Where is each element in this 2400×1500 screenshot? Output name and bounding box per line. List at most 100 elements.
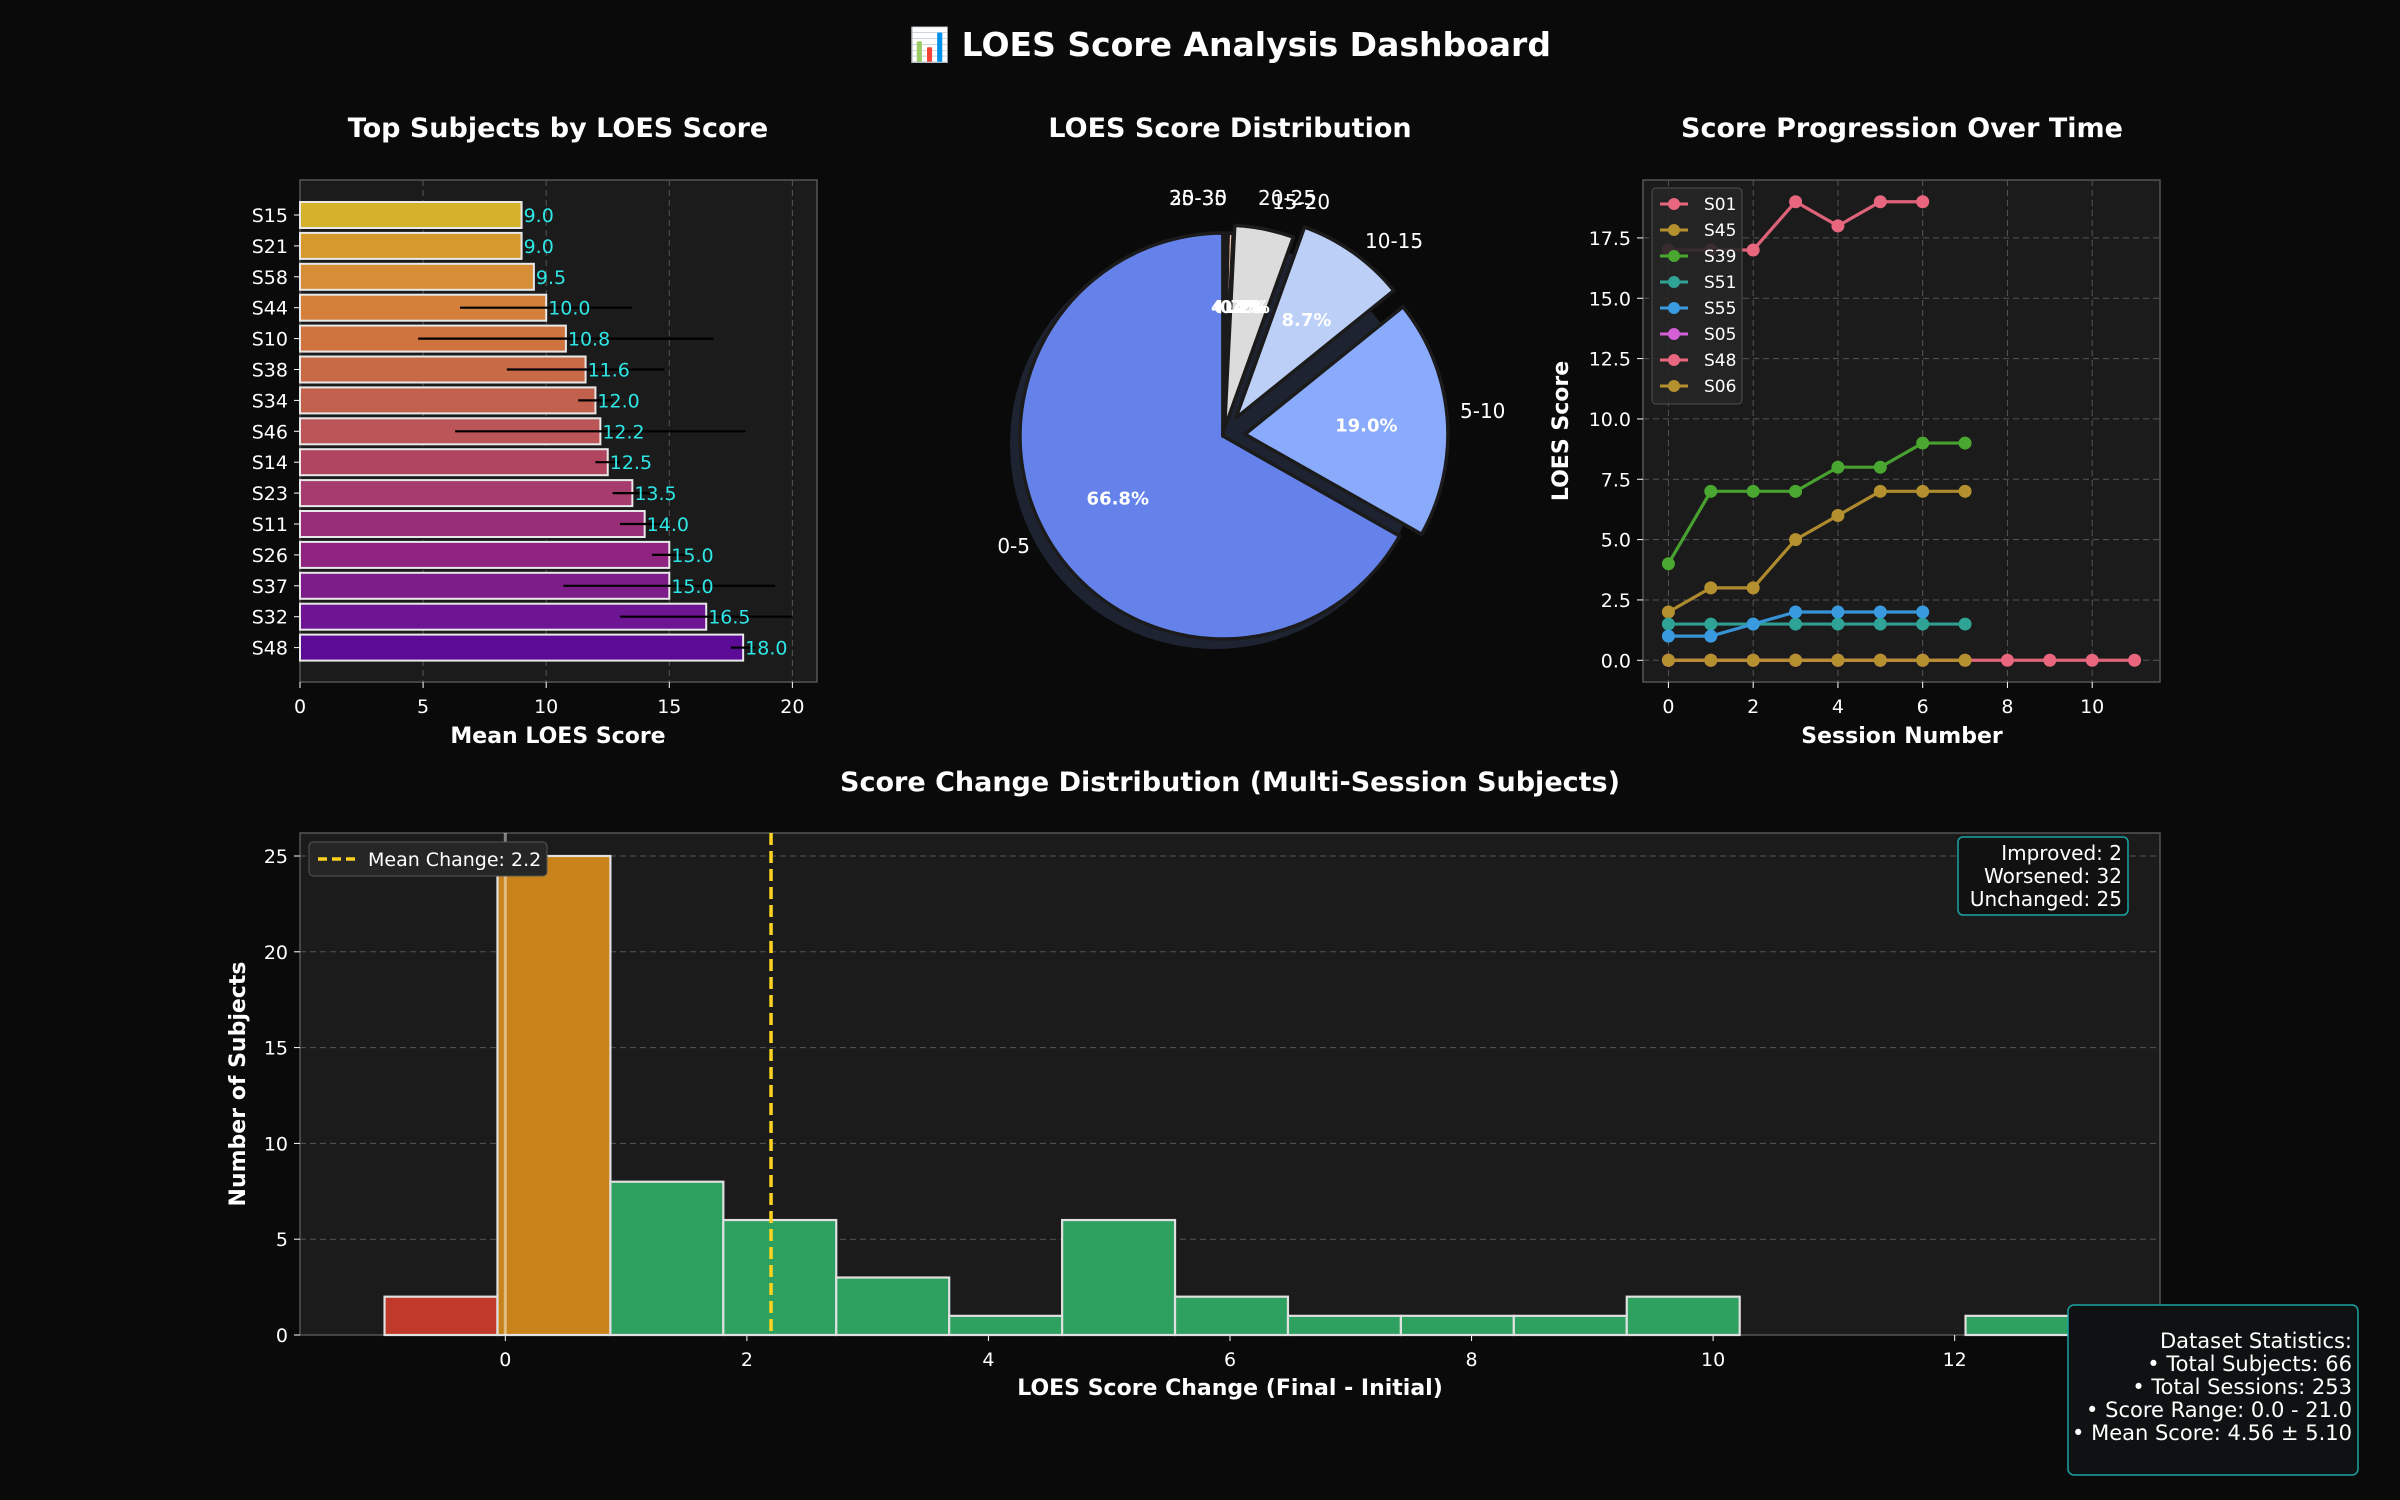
- line-ytick-label-1: 2.5: [1601, 590, 1631, 612]
- line-point-S06-5: [1873, 653, 1887, 667]
- pie-pct-25-30: 0.2%: [1217, 297, 1267, 318]
- line-point-S06-3: [1789, 653, 1803, 667]
- line-legend-marker-S39: [1668, 250, 1680, 262]
- hist-ytick-label-4: 20: [264, 942, 288, 964]
- bar-chart-title: Top Subjects by LOES Score: [348, 113, 769, 144]
- hist-xtick-label-3: 6: [1224, 1349, 1236, 1371]
- summary-improved: Improved: 2: [2001, 841, 2122, 865]
- bar-value-label-S38: 11.6: [588, 360, 630, 382]
- line-ytick-label-7: 17.5: [1589, 228, 1631, 250]
- stats-heading: Dataset Statistics:: [2160, 1329, 2352, 1353]
- line-point-S55-1: [1704, 629, 1718, 643]
- line-point-S45-5: [1873, 484, 1887, 498]
- hist-bar-2: [609, 1180, 725, 1337]
- line-series-S45: [1667, 489, 1966, 614]
- line-legend-label-S45: S45: [1704, 221, 1736, 241]
- hist-bar-14: [1964, 1314, 2080, 1337]
- line-point-S55-6: [1916, 605, 1930, 619]
- line-point-S48-9: [2043, 653, 2057, 667]
- line-point-S06-1: [1704, 653, 1718, 667]
- hist-ytick-label-1: 5: [276, 1229, 288, 1251]
- score-progression-line-chart: Score Progression Over Time Session Numb…: [1549, 113, 2161, 749]
- stats-total-subjects: • Total Subjects: 66: [2147, 1352, 2352, 1376]
- bar-category-label-S37: S37: [252, 576, 288, 598]
- stats-mean-score: • Mean Score: 4.56 ± 5.10: [2072, 1421, 2352, 1445]
- bar-category-label-S14: S14: [252, 452, 288, 474]
- bar-value-label-S46: 12.2: [602, 421, 644, 443]
- bar-xtick-label-0: 0: [294, 696, 306, 718]
- line-xtick-label-5: 10: [2080, 696, 2104, 718]
- pie-label-0-5: 0-5: [997, 534, 1030, 558]
- line-point-S55-3: [1789, 605, 1803, 619]
- bar-category-label-S26: S26: [252, 545, 288, 567]
- bar-value-label-S10: 10.8: [568, 329, 610, 351]
- line-ytick-label-3: 7.5: [1601, 469, 1631, 491]
- line-point-S51-0: [1661, 617, 1675, 631]
- bar-value-label-S15: 9.0: [524, 205, 554, 227]
- line-ytick-label-0: 0.0: [1601, 650, 1631, 672]
- pie-slice-30-35: [1221, 231, 1228, 438]
- hist-bar-8: [1286, 1314, 1403, 1337]
- line-point-S01-2: [1746, 243, 1760, 257]
- hist-chart-title: Score Change Distribution (Multi-Session…: [840, 767, 1620, 798]
- line-point-S55-2: [1746, 617, 1760, 631]
- pie-chart-title: LOES Score Distribution: [1048, 113, 1411, 144]
- bar-xtick-label-2: 10: [534, 696, 558, 718]
- line-legend-marker-S06: [1668, 380, 1680, 392]
- pie-pct-5-10: 19.0%: [1335, 415, 1397, 436]
- hist-xtick-label-1: 2: [741, 1349, 753, 1371]
- bar-category-label-S10: S10: [252, 329, 288, 351]
- hist-bar-0: [383, 1295, 499, 1337]
- line-legend-marker-S51: [1668, 276, 1680, 288]
- line-point-S06-2: [1746, 653, 1760, 667]
- pie-pct-30-35: 0.2%: [1220, 297, 1270, 318]
- line-point-S06-7: [1958, 653, 1972, 667]
- line-point-S55-0: [1661, 629, 1675, 643]
- bar-S58: [299, 262, 535, 291]
- line-point-S39-3: [1789, 484, 1803, 498]
- bar-S14: [299, 448, 609, 477]
- bar-value-label-S48: 18.0: [745, 638, 787, 660]
- hist-xtick-label-2: 4: [982, 1349, 994, 1371]
- bar-S11: [299, 510, 646, 538]
- line-chart-ylabel: LOES Score: [1549, 361, 1574, 501]
- line-xtick-label-0: 0: [1662, 696, 1674, 718]
- line-legend-label-S55: S55: [1704, 299, 1736, 319]
- bar-S34: [299, 386, 597, 415]
- line-point-S45-7: [1958, 484, 1972, 498]
- loes-distribution-pie-chart: LOES Score Distribution 0-5 66.8% 5-10 19.0…: [997, 113, 1505, 649]
- line-chart-xlabel: Session Number: [1801, 724, 2003, 749]
- bar-S26: [299, 540, 671, 569]
- line-point-S48-8: [2000, 653, 2014, 667]
- bar-category-label-S46: S46: [252, 421, 288, 443]
- hist-ytick-label-0: 0: [276, 1325, 288, 1347]
- line-legend-marker-S55: [1668, 302, 1680, 314]
- bar-category-label-S58: S58: [252, 267, 288, 289]
- bar-S23: [299, 479, 634, 508]
- score-change-histogram: Score Change Distribution (Multi-Session…: [226, 767, 2161, 1401]
- line-point-S01-4: [1831, 219, 1845, 233]
- hist-bar-1: [496, 854, 612, 1337]
- hist-ytick-label-3: 15: [264, 1038, 288, 1060]
- line-series-S39: [1667, 441, 1966, 565]
- line-ytick-label-2: 5.0: [1601, 530, 1631, 552]
- bar-category-label-S23: S23: [252, 483, 288, 505]
- line-xtick-label-1: 2: [1747, 696, 1759, 718]
- hist-bar-7: [1173, 1295, 1290, 1337]
- bar-S15: [299, 201, 523, 229]
- hist-bar-10: [1512, 1314, 1628, 1337]
- line-point-S55-5: [1873, 605, 1887, 619]
- pie-pct-0-5: 66.8%: [1087, 488, 1149, 509]
- pie-label-15-20: 15-20: [1272, 190, 1330, 214]
- hist-ylabel: Number of Subjects: [226, 962, 251, 1207]
- bar-category-label-S11: S11: [252, 514, 288, 536]
- pie-slice-0-5: [1018, 231, 1402, 641]
- pie-slice-10-15: [1234, 225, 1396, 420]
- line-point-S01-5: [1873, 195, 1887, 209]
- hist-xlabel: LOES Score Change (Final - Initial): [1017, 1376, 1443, 1401]
- line-point-S51-1: [1704, 617, 1718, 631]
- line-legend-marker-S05: [1668, 328, 1680, 340]
- line-chart-title: Score Progression Over Time: [1681, 113, 2123, 144]
- bar-value-label-S44: 10.0: [548, 298, 590, 320]
